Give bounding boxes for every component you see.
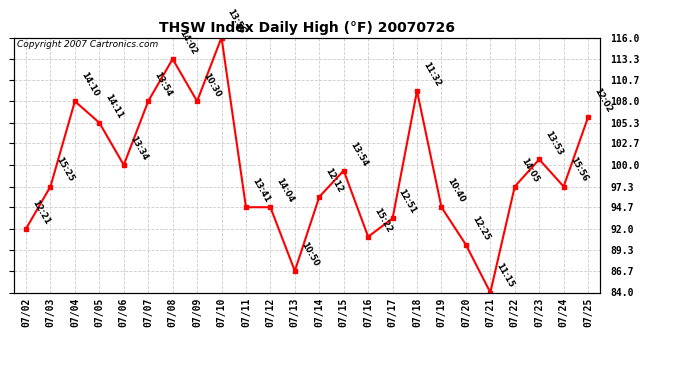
Text: 10:30: 10:30: [201, 71, 222, 99]
Text: Copyright 2007 Cartronics.com: Copyright 2007 Cartronics.com: [17, 40, 158, 49]
Text: 15:22: 15:22: [373, 206, 393, 234]
Text: 11:15: 11:15: [495, 262, 515, 290]
Text: 12:21: 12:21: [30, 198, 52, 226]
Text: 15:25: 15:25: [55, 156, 76, 184]
Text: 12:51: 12:51: [397, 188, 418, 216]
Text: 14:05: 14:05: [519, 156, 540, 184]
Text: 13:56: 13:56: [226, 7, 247, 35]
Text: 14:10: 14:10: [79, 71, 100, 99]
Text: 15:56: 15:56: [568, 156, 589, 184]
Text: 13:54: 13:54: [152, 71, 174, 99]
Text: 10:50: 10:50: [299, 241, 320, 268]
Text: 12:25: 12:25: [470, 214, 491, 242]
Text: 14:02: 14:02: [177, 28, 198, 56]
Text: 12:02: 12:02: [592, 87, 613, 114]
Text: 12:12: 12:12: [324, 166, 345, 194]
Text: 10:40: 10:40: [446, 177, 466, 204]
Text: 14:04: 14:04: [275, 177, 296, 204]
Text: 13:54: 13:54: [348, 140, 369, 168]
Title: THSW Index Daily High (°F) 20070726: THSW Index Daily High (°F) 20070726: [159, 21, 455, 35]
Text: 13:53: 13:53: [543, 129, 564, 157]
Text: 13:34: 13:34: [128, 135, 149, 162]
Text: 11:32: 11:32: [421, 60, 442, 88]
Text: 14:11: 14:11: [104, 92, 125, 120]
Text: 13:41: 13:41: [250, 177, 271, 204]
